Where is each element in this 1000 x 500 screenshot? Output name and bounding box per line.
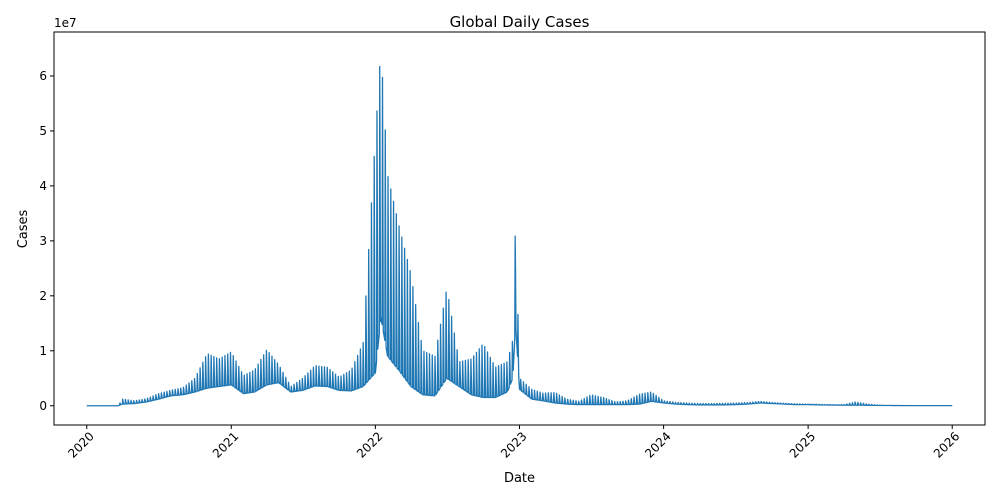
y-axis: 0 1 2 3 4 5 6 [39,69,54,413]
y-offset-text: 1e7 [54,16,77,30]
series-line [86,65,953,407]
chart-title: Global Daily Cases [450,13,590,31]
y-tick-label: 1 [39,344,47,358]
y-axis-label: Cases [16,209,31,248]
y-tick-label: 3 [39,234,47,248]
y-tick-label: 5 [39,124,47,138]
y-tick-label: 0 [39,399,47,413]
series-line-layer [86,65,953,407]
y-tick-label: 2 [39,289,47,303]
y-tick-label: 4 [39,179,47,193]
y-tick-label: 6 [39,69,47,83]
x-axis-label: Date [504,471,535,486]
